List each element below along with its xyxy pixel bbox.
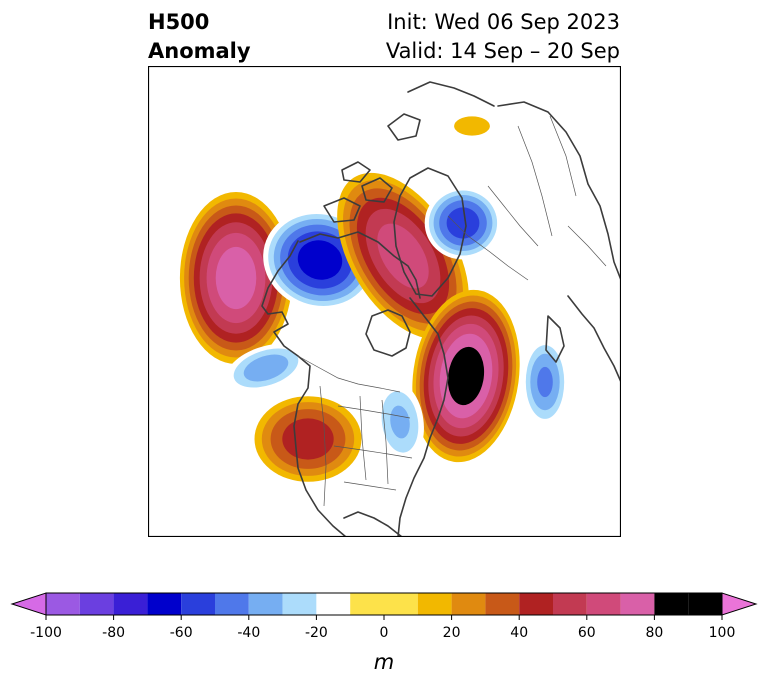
colorbar-cell <box>113 593 148 615</box>
border-segment <box>337 405 411 419</box>
coastline-segment <box>299 231 421 299</box>
anomaly-contour <box>454 116 490 136</box>
anomaly-contour <box>297 240 343 280</box>
border-segment <box>567 225 607 267</box>
colorbar-under-arrow <box>10 592 47 616</box>
colorbar-over-arrow <box>721 592 758 616</box>
north-pacific-ridge <box>179 192 293 364</box>
border-segment <box>359 395 367 481</box>
anomaly-fields <box>179 116 568 482</box>
colorbar-cell <box>451 593 486 615</box>
colorbar-cell <box>215 593 249 615</box>
anomaly-contour <box>377 223 429 289</box>
date-info: Init: Wed 06 Sep 2023 Valid: 14 Sep – 20… <box>386 8 620 66</box>
colorbar-cell <box>586 593 621 615</box>
coastline-segment <box>343 511 403 537</box>
coastline-segment <box>365 309 411 357</box>
border-segment <box>381 399 389 485</box>
chart-title: H500 Anomaly <box>148 8 251 66</box>
colorbar-cell <box>519 593 553 615</box>
colorbar-cell <box>181 593 215 615</box>
colorbar-cell <box>688 593 722 615</box>
colorbar-cell <box>147 593 182 615</box>
siberia-trough <box>424 186 502 260</box>
colorbar-cell <box>282 593 317 615</box>
colorbar-cell <box>350 593 418 615</box>
colorbar-cell <box>316 593 351 615</box>
east-pacific-trough <box>226 343 306 393</box>
border-segment <box>487 185 539 247</box>
colorbar-cells <box>10 592 758 616</box>
colorbar-cell <box>620 593 655 615</box>
colorbar-cell <box>553 593 587 615</box>
colorbar-tick-label: 100 <box>709 625 736 641</box>
valid-range: Valid: 14 Sep – 20 Sep <box>385 39 620 63</box>
colorbar-tick-label: -20 <box>305 625 328 641</box>
colorbar-tick-label: -100 <box>30 625 62 641</box>
us-southwest-ridge <box>254 396 362 482</box>
political-borders <box>297 115 607 507</box>
colorbar-ticks: -100 -80 -60 -40 -20 0 20 40 60 80 100 <box>30 615 735 641</box>
coastline-segment <box>497 101 621 281</box>
border-segment <box>297 355 401 393</box>
colorbar-tick-label: 80 <box>645 625 663 641</box>
colorbar-tick-label: 60 <box>578 625 596 641</box>
anomaly-contour <box>447 346 485 406</box>
colorbar-tick-label: 20 <box>443 625 461 641</box>
colorbar-tick-label: -40 <box>237 625 260 641</box>
colorbar-cell <box>248 593 283 615</box>
coastline-segment <box>545 315 565 363</box>
anomaly-contour <box>446 207 480 239</box>
map-frame <box>148 66 621 537</box>
colorbar-cell <box>654 593 689 615</box>
colorbar: -100 -80 -60 -40 -20 0 20 40 60 80 100 m <box>10 592 758 674</box>
coastline-segment <box>567 295 621 383</box>
coastline-segment <box>407 81 495 107</box>
border-segment <box>549 115 577 197</box>
anomaly-contour <box>243 354 289 382</box>
coastline-segment <box>387 113 421 141</box>
eurasia-ridge <box>454 116 490 136</box>
anomaly-contour <box>215 246 257 310</box>
border-segment <box>343 481 397 491</box>
title-line-2: Anomaly <box>148 39 251 63</box>
coastline-segment <box>393 167 467 297</box>
colorbar-tick-label: 40 <box>510 625 528 641</box>
init-date: Init: Wed 06 Sep 2023 <box>387 10 620 34</box>
anomaly-contour <box>537 366 553 398</box>
coastline-segment <box>323 197 361 223</box>
colorbar-tick-label: -60 <box>170 625 193 641</box>
colorbar-cell <box>485 593 520 615</box>
colorbar-cell <box>417 593 452 615</box>
colorbar-units: m <box>374 650 394 674</box>
colorbar-cell <box>46 593 80 615</box>
anomaly-contour <box>390 405 410 439</box>
colorbar-tick-label: 0 <box>380 625 389 641</box>
border-segment <box>333 445 413 459</box>
anomaly-map <box>148 66 621 537</box>
border-segment <box>517 125 553 237</box>
east-atlantic-trough <box>522 338 568 426</box>
border-segment <box>447 215 529 281</box>
coastline-segment <box>361 177 393 203</box>
border-segment <box>319 385 327 507</box>
north-atlantic-ridge <box>412 289 520 463</box>
great-lakes-trough <box>376 381 424 463</box>
colorbar-cell <box>79 593 114 615</box>
coastline-segment <box>341 161 371 183</box>
colorbar-tick-label: -80 <box>102 625 125 641</box>
coastline-segment <box>397 297 449 537</box>
anomaly-contour <box>282 418 334 460</box>
title-line-1: H500 <box>148 10 210 34</box>
